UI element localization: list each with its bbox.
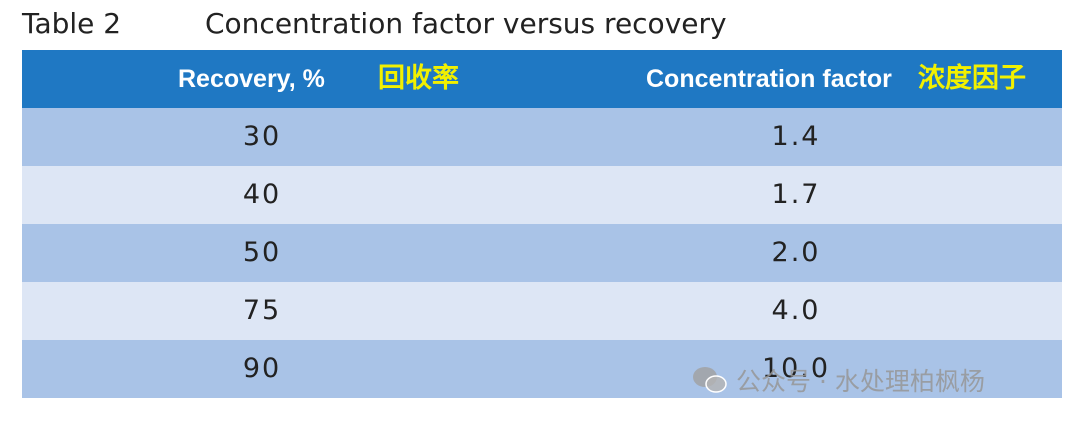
column-annotation: 浓度因子: [918, 63, 1026, 94]
table-row: 75 4.0: [22, 282, 1062, 340]
table-cell: 90: [242, 353, 282, 384]
table-cell: 10.0: [761, 353, 831, 384]
watermark: 公众号 · 水处理柏枫杨: [736, 367, 985, 396]
table-cell: 40: [242, 179, 282, 210]
table-cell: 1.4: [771, 121, 821, 152]
table-label: Table 2: [22, 7, 122, 40]
table-cell: 4.0: [771, 295, 821, 326]
header-row: Recovery, % 回收率 Concentration factor 浓度因…: [22, 50, 1062, 108]
table-cell: 2.0: [771, 237, 821, 268]
column-annotation: 回收率: [378, 63, 459, 94]
table-cell: 30: [242, 121, 282, 152]
table: Recovery, % 回收率 Concentration factor 浓度因…: [22, 50, 1062, 398]
table-row: 50 2.0: [22, 224, 1062, 282]
column-header: Recovery, %: [178, 65, 325, 93]
table-body: 30 1.4 40 1.7 50 2.0 75 4.0 90 10.0: [22, 108, 1062, 398]
table-cell: 1.7: [771, 179, 821, 210]
watermark-icon: [693, 367, 727, 393]
table-row: 30 1.4: [22, 108, 1062, 166]
table-cell: 75: [242, 295, 282, 326]
table-row: 90 10.0: [22, 340, 1062, 398]
table-row: 40 1.7: [22, 166, 1062, 224]
table-cell: 50: [242, 237, 282, 268]
table-title: Concentration factor versus recovery: [205, 7, 727, 40]
column-header: Concentration factor: [646, 65, 892, 93]
